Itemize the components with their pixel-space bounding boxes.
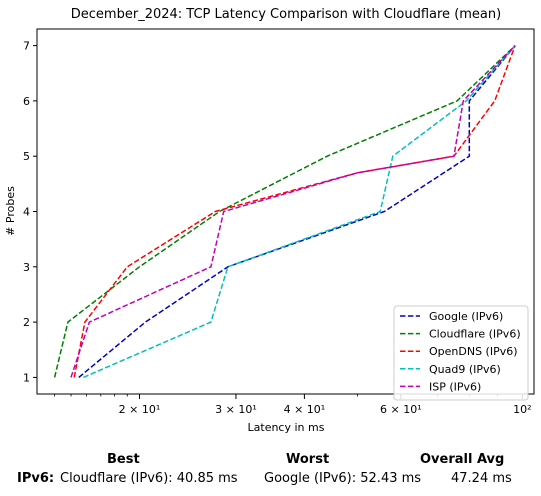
chart-title: December_2024: TCP Latency Comparison wi… bbox=[71, 7, 501, 22]
legend-entry: ISP (IPv6) bbox=[429, 380, 481, 393]
x-tick-label: 2 × 10¹ bbox=[119, 403, 161, 416]
series-line bbox=[70, 45, 516, 378]
x-tick-label: 4 × 10¹ bbox=[284, 403, 326, 416]
legend-entry: Quad9 (IPv6) bbox=[429, 363, 501, 376]
y-tick-label: 6 bbox=[23, 95, 30, 108]
y-tick-label: 5 bbox=[23, 150, 30, 163]
summary-header-overall: Overall Avg bbox=[420, 452, 505, 467]
summary-row-label: IPv6: bbox=[17, 471, 55, 486]
x-axis: 2 × 10¹ 3 × 10¹ 4 × 10¹ 6 × 10¹ 10² bbox=[54, 394, 532, 416]
x-axis-label: Latency in ms bbox=[248, 421, 325, 434]
series-line bbox=[78, 45, 516, 378]
x-tick-label: 3 × 10¹ bbox=[215, 403, 257, 416]
series-line bbox=[73, 45, 516, 378]
series-line bbox=[53, 45, 516, 378]
legend: Google (IPv6) Cloudflare (IPv6) OpenDNS (I… bbox=[393, 305, 529, 401]
y-axis: 1 2 3 4 5 6 7 bbox=[23, 40, 37, 384]
y-axis-label: # Probes bbox=[4, 186, 17, 236]
x-tick-label: 10² bbox=[513, 403, 531, 416]
series-line bbox=[83, 45, 516, 379]
legend-box bbox=[393, 305, 529, 401]
y-tick-label: 2 bbox=[23, 316, 30, 329]
y-tick-label: 4 bbox=[23, 206, 30, 219]
summary-header-best: Best bbox=[107, 452, 140, 467]
legend-entry: Google (IPv6) bbox=[429, 310, 503, 323]
legend-entry: Cloudflare (IPv6) bbox=[429, 328, 521, 341]
legend-entry: OpenDNS (IPv6) bbox=[429, 345, 518, 358]
y-tick-label: 3 bbox=[23, 261, 30, 274]
series-group bbox=[53, 45, 516, 379]
summary-worst-value: Google (IPv6): 52.43 ms bbox=[264, 471, 422, 486]
summary-header-worst: Worst bbox=[286, 452, 330, 467]
summary-best-value: Cloudflare (IPv6): 40.85 ms bbox=[60, 471, 238, 486]
y-tick-label: 7 bbox=[23, 40, 30, 53]
latency-chart: December_2024: TCP Latency Comparison wi… bbox=[4, 7, 535, 434]
summary-overall-value: 47.24 ms bbox=[451, 471, 512, 486]
x-tick-label: 6 × 10¹ bbox=[380, 403, 422, 416]
y-tick-label: 1 bbox=[23, 371, 30, 384]
